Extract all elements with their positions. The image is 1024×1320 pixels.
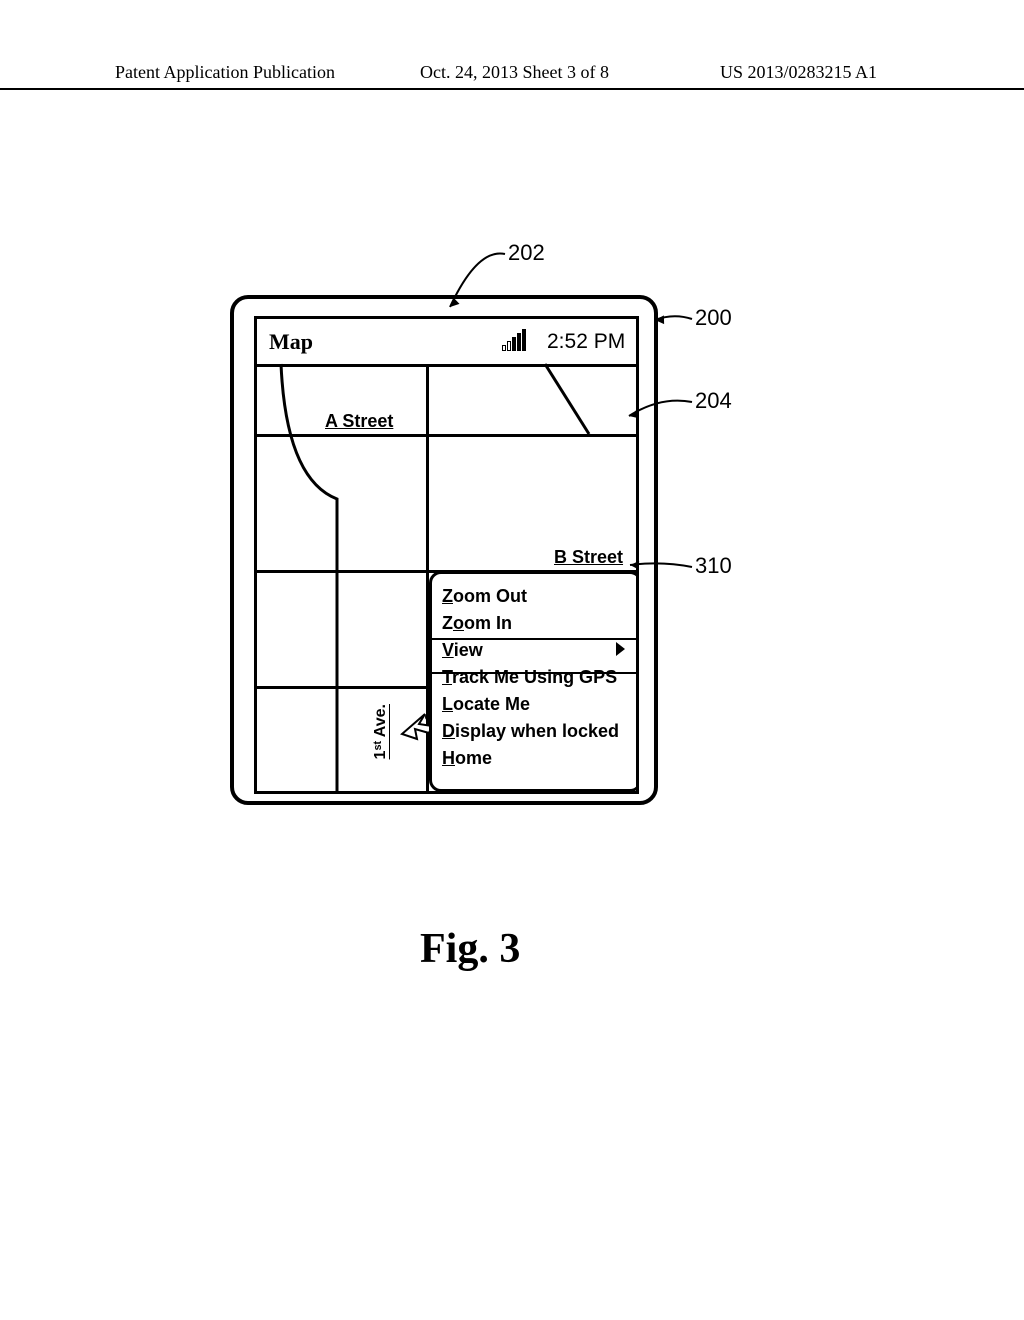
screen: Map 2:52 PM A Street B Street 1ˢᵗ Ave. Z… [254, 316, 639, 794]
device-outline: Map 2:52 PM A Street B Street 1ˢᵗ Ave. Z… [230, 295, 658, 805]
submenu-arrow-icon [616, 642, 625, 656]
menu-item-2[interactable]: View [442, 640, 629, 661]
callout-202: 202 [508, 240, 545, 266]
menu-item-4[interactable]: Locate Me [442, 694, 629, 715]
header-center: Oct. 24, 2013 Sheet 3 of 8 [420, 62, 609, 83]
header-rule [0, 88, 1024, 90]
figure-caption: Fig. 3 [420, 925, 520, 973]
callout-310: 310 [695, 553, 732, 579]
menu-item-1[interactable]: Zoom In [442, 613, 629, 634]
header-left: Patent Application Publication [115, 62, 335, 83]
menu-item-3[interactable]: Track Me Using GPS [442, 667, 629, 688]
callout-204: 204 [695, 388, 732, 414]
header-right: US 2013/0283215 A1 [720, 62, 877, 83]
menu-item-0[interactable]: Zoom Out [442, 586, 629, 607]
context-menu[interactable]: Zoom Out Zoom In View Track Me Using GPS Loc… [429, 571, 639, 792]
callout-200: 200 [695, 305, 732, 331]
menu-item-6[interactable]: Home [442, 748, 629, 769]
street-first-ave-label: 1ˢᵗ Ave. [372, 704, 390, 759]
street-b-label: B Street [554, 547, 623, 568]
menu-item-5[interactable]: Display when locked [442, 721, 629, 742]
street-a-label: A Street [325, 411, 393, 432]
